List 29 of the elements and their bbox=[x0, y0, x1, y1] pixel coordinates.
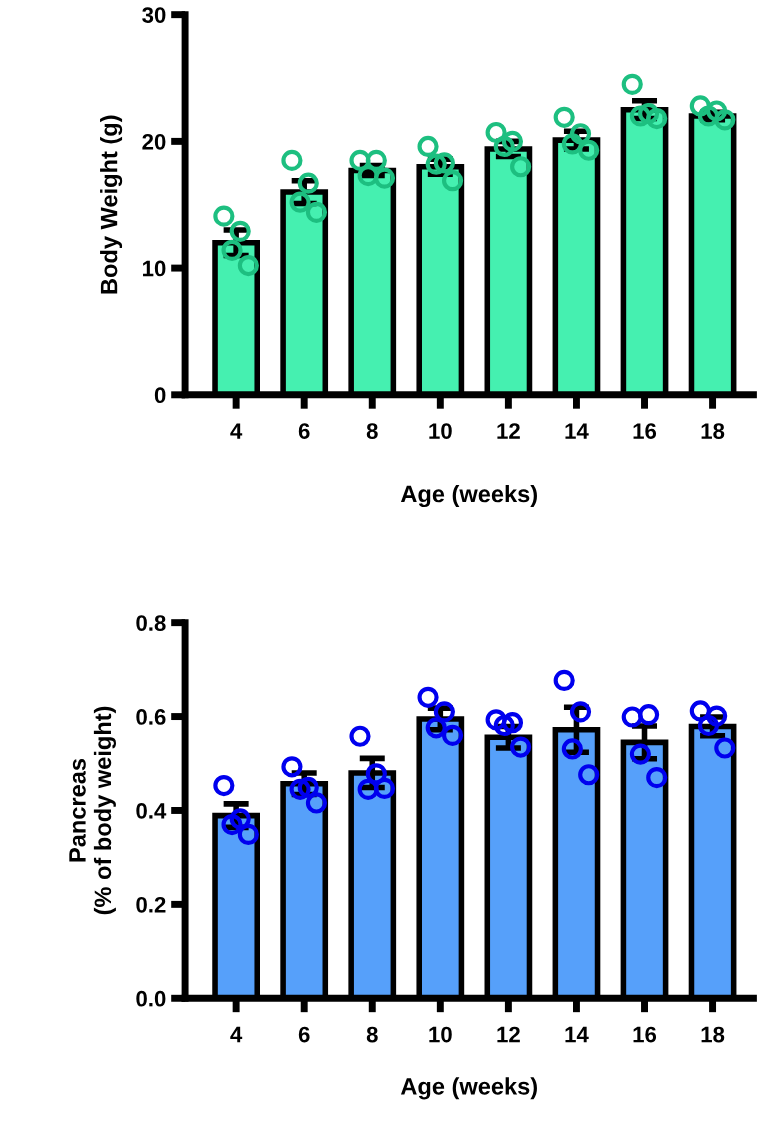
x-tick-label: 4 bbox=[230, 423, 243, 439]
x-tick-label: 6 bbox=[298, 423, 310, 439]
x-tick-label: 12 bbox=[497, 423, 520, 439]
y-tick-label: 30 bbox=[142, 7, 166, 23]
x-tick-label: 14 bbox=[565, 423, 589, 439]
y-tick-label: 0 bbox=[154, 387, 166, 404]
x-tick-label: 12 bbox=[497, 1026, 520, 1043]
y-tick-label: 0.8 bbox=[136, 615, 166, 631]
x-tick-label: 8 bbox=[366, 1026, 378, 1043]
x-tick-label: 18 bbox=[701, 423, 725, 439]
y-tick-label: 0.6 bbox=[136, 709, 166, 725]
x-axis-title: Age (weeks) bbox=[400, 484, 537, 508]
x-axis-title: Age (weeks) bbox=[400, 1077, 537, 1100]
x-tick-label: 10 bbox=[429, 1026, 452, 1043]
x-tick-label: 16 bbox=[633, 1026, 657, 1043]
x-tick-label: 8 bbox=[366, 423, 378, 439]
x-tick-label: 10 bbox=[429, 423, 452, 439]
x-tick-label: 6 bbox=[298, 1026, 310, 1043]
y-tick-label: 10 bbox=[143, 260, 166, 277]
x-tick-label: 16 bbox=[633, 423, 657, 439]
y-axis-title: Body Weight (g) bbox=[100, 115, 123, 294]
x-tick-label: 18 bbox=[701, 1026, 725, 1043]
y-axis-title: Pancreas (% of body weight) bbox=[69, 706, 116, 915]
y-tick-label: 20 bbox=[142, 133, 166, 150]
x-tick-label: 14 bbox=[565, 1026, 589, 1043]
x-tick-label: 4 bbox=[230, 1026, 243, 1043]
y-tick-label: 0.2 bbox=[136, 896, 166, 913]
y-tick-label: 0.0 bbox=[136, 990, 166, 1007]
y-tick-label: 0.4 bbox=[136, 803, 167, 819]
